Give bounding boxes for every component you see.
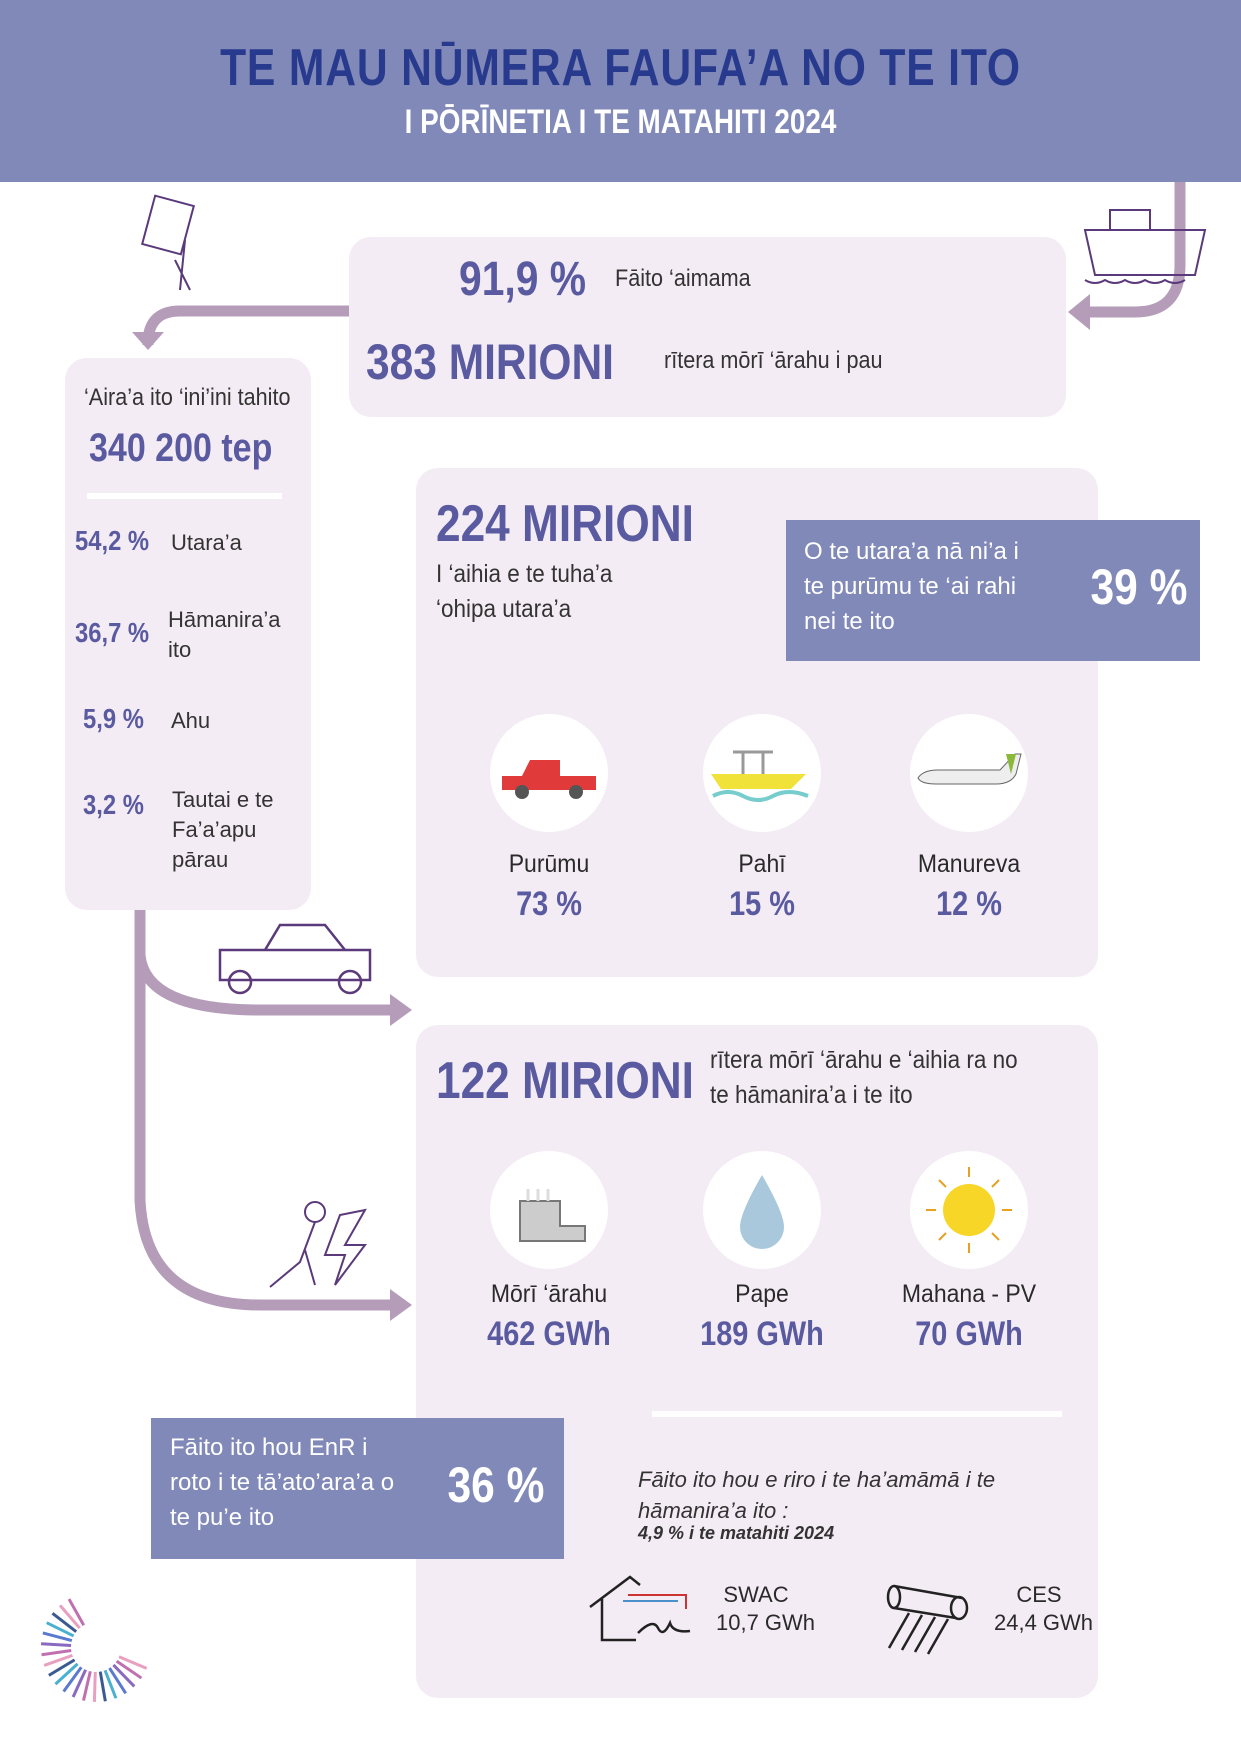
swac-house-icon — [589, 1575, 691, 1642]
electricity-fuel-value: 122 MIRIONI — [436, 1052, 694, 1110]
fuel-consumed-value: 383 MIRIONI — [366, 334, 614, 390]
mode-boat-value: 15 % — [729, 885, 795, 923]
factory-icon — [490, 1151, 608, 1269]
logo-ray — [62, 1666, 83, 1693]
source-hydro-value: 189 GWh — [700, 1315, 824, 1353]
road-transport-value: 39 % — [1090, 559, 1188, 615]
car-icon — [490, 714, 608, 832]
share-ahu-label: Ahu — [171, 708, 211, 733]
worker-lightning-icon — [269, 1201, 367, 1288]
mode-air-value: 12 % — [936, 885, 1002, 923]
share-transport-label: Utara’a — [171, 530, 242, 555]
logo — [41, 1598, 148, 1703]
ces-label: CES — [1016, 1582, 1062, 1607]
share-transport-pct: 54,2 % — [75, 525, 150, 556]
renewable-share-text: Fāito ito hou EnR i roto i te tā’ato’ara… — [170, 1434, 395, 1531]
logo-ray — [115, 1659, 143, 1680]
pickup-truck-icon — [218, 923, 372, 995]
savings-text: Fāito ito hou e riro i te ha’amāmā i te … — [638, 1467, 996, 1523]
share-fishing-label: Tautai e te Fa’a’apu pārau — [172, 787, 274, 872]
swac-label: SWAC — [723, 1582, 789, 1607]
share-fishing-pct: 3,2 % — [83, 789, 144, 820]
cargo-ship-icon — [1083, 209, 1207, 284]
logo-ray — [41, 1649, 72, 1657]
logo-ray — [43, 1653, 73, 1667]
water-drop-icon — [703, 1151, 821, 1269]
worker-barrel-icon — [140, 194, 196, 291]
logo-ray — [41, 1642, 72, 1648]
road-transport-highlight: O te utara’a nā ni’a i te purūmu te ‘ai … — [786, 520, 1200, 661]
transport-desc: I ‘aihia e te tuha’a ‘ohipa utara’a — [436, 560, 613, 623]
page-title: TE MAU NŪMERA FAUFA’A NO TE ITO — [220, 39, 1021, 97]
solar-water-heater-icon — [886, 1584, 969, 1655]
logo-ray — [58, 1604, 81, 1630]
source-solar-value: 70 GWh — [915, 1315, 1023, 1353]
logo-ray — [51, 1612, 78, 1633]
consumption-summary-panel — [349, 237, 1066, 417]
ces-value: 24,4 GWh — [994, 1610, 1094, 1635]
airplane-icon — [910, 714, 1028, 832]
logo-ray — [71, 1669, 87, 1698]
logo-ray — [54, 1662, 79, 1686]
sun-icon — [910, 1151, 1028, 1269]
savings-value: 4,9 % i te matahiti 2024 — [638, 1523, 835, 1543]
source-thermal-label: Mōrī ‘ārahu — [490, 1280, 608, 1308]
transport-fuel-value: 224 MIRIONI — [436, 495, 694, 553]
logo-ray — [82, 1671, 92, 1701]
road-transport-text: O te utara’a nā ni’a i te purūmu te ‘ai … — [804, 538, 1019, 635]
share-electricity-pct: 36,7 % — [75, 617, 150, 648]
mode-road-label: Purūmu — [508, 850, 590, 878]
logo-ray — [118, 1655, 148, 1670]
logo-ray — [48, 1658, 76, 1677]
primary-energy-total: 340 200 tep — [89, 426, 273, 470]
logo-ray — [103, 1669, 118, 1699]
primary-energy-title: ‘Aira’a ito ‘ini’ini tahito — [84, 384, 291, 411]
logo-ray — [67, 1598, 86, 1626]
electricity-panel — [416, 1025, 1098, 1698]
mode-air-label: Manureva — [917, 850, 1021, 878]
source-solar-label: Mahana - PV — [901, 1280, 1037, 1308]
logo-ray — [46, 1621, 75, 1638]
renewable-share-value: 36 % — [447, 1457, 545, 1513]
logo-ray — [108, 1667, 127, 1695]
mode-road-value: 73 % — [516, 885, 582, 923]
energy-dependence-label: Fāito ‘aimama — [615, 265, 751, 292]
mode-boat-label: Pahī — [738, 850, 786, 878]
divider — [87, 493, 282, 499]
fuel-consumed-label: rītera mōrī ‘ārahu i pau — [664, 347, 883, 374]
logo-ray — [112, 1663, 136, 1688]
swac-value: 10,7 GWh — [716, 1610, 816, 1635]
share-electricity-label: Hāmanira’a ito — [168, 607, 281, 662]
renewable-share-box: Fāito ito hou EnR i roto i te tā’ato’ara… — [151, 1418, 564, 1559]
primary-energy-panel — [65, 358, 311, 910]
source-hydro-label: Pape — [735, 1280, 789, 1308]
logo-ray — [98, 1671, 107, 1702]
boat-icon — [703, 714, 821, 832]
electricity-desc: rītera mōrī ‘ārahu e ‘aihia ra no te hām… — [710, 1046, 1018, 1109]
page-subtitle: I PŌRĪNETIA I TE MATAHITI 2024 — [404, 103, 837, 141]
divider — [652, 1411, 1062, 1417]
logo-ray — [42, 1631, 73, 1643]
share-ahu-pct: 5,9 % — [83, 703, 144, 734]
header-banner — [0, 0, 1241, 182]
logo-ray — [92, 1671, 97, 1703]
source-thermal-value: 462 GWh — [487, 1315, 611, 1353]
energy-dependence-rate: 91,9 % — [459, 253, 587, 306]
